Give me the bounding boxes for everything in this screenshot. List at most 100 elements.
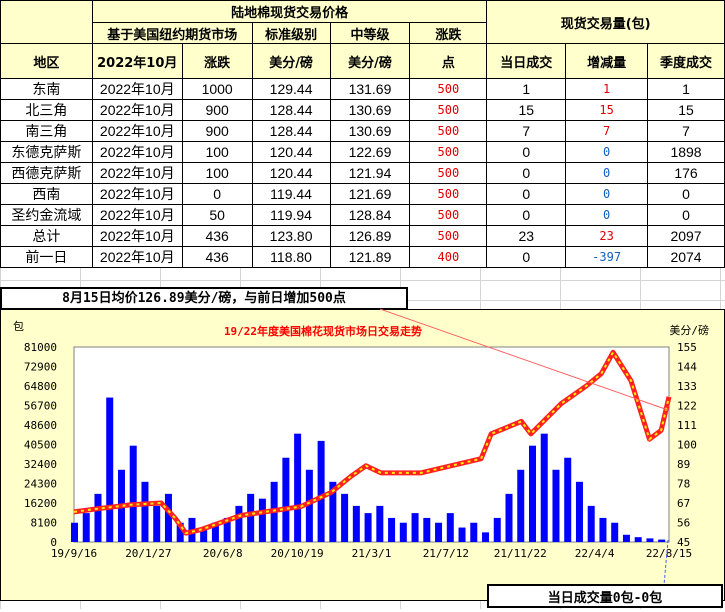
cell-points: 500 (409, 204, 488, 226)
volume-bar (294, 433, 302, 542)
volume-bar (599, 517, 607, 542)
cell-standard: 123.80 (251, 225, 331, 247)
volume-bar (106, 397, 114, 542)
right-tick-label: 144 (677, 361, 697, 374)
cell-daily: 0 (486, 204, 567, 226)
table-row: 西南 2022年10月 0 119.44 121.69 500 0 0 0 (0, 183, 725, 205)
cell-middle: 122.69 (329, 141, 411, 163)
cell-middle: 130.69 (329, 99, 411, 121)
cell-season: 2097 (647, 225, 725, 247)
cell-change: 436 (181, 225, 253, 247)
volume-bar (388, 517, 396, 542)
volume-bar (82, 513, 90, 542)
cell-region: 西德克萨斯 (0, 162, 93, 184)
cell-standard: 119.94 (251, 204, 331, 226)
volume-bar (411, 513, 419, 542)
right-tick-label: 111 (677, 419, 697, 432)
right-tick-label: 155 (677, 341, 697, 354)
left-tick-label: 24300 (24, 478, 57, 491)
right-tick-label: 67 (677, 497, 690, 510)
cell-change: 436 (181, 246, 253, 268)
cell-region: 西南 (0, 183, 93, 205)
cell-points: 500 (409, 99, 488, 121)
cell-standard: 120.44 (251, 141, 331, 163)
table-row: 南三角 2022年10月 900 128.44 130.69 500 7 7 7 (0, 120, 725, 142)
volume-bar (517, 469, 525, 542)
cell-delta: 1 (565, 78, 649, 100)
x-tick-label: 20/10/19 (271, 547, 324, 560)
left-tick-label: 56700 (24, 400, 57, 413)
cell-change: 50 (181, 204, 253, 226)
cell-contract: 2022年10月 (91, 78, 183, 100)
cell-contract: 2022年10月 (91, 183, 183, 205)
cell-season: 0 (647, 183, 725, 205)
left-tick-label: 32400 (24, 458, 57, 471)
volume-bar (505, 493, 513, 542)
cell-region: 圣约金流域 (0, 204, 93, 226)
x-tick-label: 20/6/8 (203, 547, 243, 560)
cell-season: 1898 (647, 141, 725, 163)
right-axis-label: 美分/磅 (669, 323, 709, 337)
cell-delta: -397 (565, 246, 649, 268)
cell-middle: 126.89 (329, 225, 411, 247)
table-row: 总计 2022年10月 436 123.80 126.89 500 23 23 2097 (0, 225, 725, 247)
volume-bar (141, 481, 149, 542)
cell-contract: 2022年10月 (91, 162, 183, 184)
volume-bar (235, 505, 243, 542)
cell-middle: 121.89 (329, 246, 411, 268)
cell-daily: 23 (486, 225, 567, 247)
cell-contract: 2022年10月 (91, 141, 183, 163)
volume-bar (575, 481, 583, 542)
volume-bar (658, 539, 666, 542)
cell-season: 0 (647, 204, 725, 226)
x-tick-label: 22/8/15 (646, 547, 692, 560)
volume-bar (470, 522, 478, 542)
volume-bar (587, 505, 595, 542)
cell-change: 900 (181, 99, 253, 121)
volume-bar (493, 517, 501, 542)
cell-change: 1000 (181, 78, 253, 100)
header-middle: 中等级 (329, 22, 411, 44)
summary-box: 8月15日均价126.89美分/磅，与前日增加500点 (0, 287, 408, 310)
left-axis-label: 包 (13, 320, 24, 333)
volume-bar (211, 522, 219, 542)
cell-change: 0 (181, 183, 253, 205)
cell-daily: 1 (486, 78, 567, 100)
volume-bar (200, 527, 208, 542)
cell-daily: 7 (486, 120, 567, 142)
volume-bar (399, 522, 407, 542)
volume-bar (317, 440, 325, 542)
cell-points: 400 (409, 246, 488, 268)
cell-region: 前一日 (0, 246, 93, 268)
cell-standard: 118.80 (251, 246, 331, 268)
volume-bar (528, 445, 536, 542)
volume-bar (634, 537, 642, 542)
volume-bar (71, 522, 78, 542)
volume-bar (646, 538, 654, 542)
cell-change: 100 (181, 141, 253, 163)
cell-middle: 121.94 (329, 162, 411, 184)
volume-bar (282, 457, 290, 542)
x-tick-label: 22/4/4 (575, 547, 615, 560)
chart-area: 19/22年度美国棉花现货市场日交易走势 包 美分/磅 0 8100 16200 24300… (0, 309, 725, 601)
left-tick-label: 64800 (24, 380, 57, 393)
volume-bar (129, 445, 137, 542)
cell-delta: 15 (565, 99, 649, 121)
cell-delta: 23 (565, 225, 649, 247)
cell-middle: 131.69 (329, 78, 411, 100)
cell-region: 总计 (0, 225, 93, 247)
header-change-col: 涨跌 (181, 43, 253, 79)
x-tick-label: 20/1/27 (125, 547, 171, 560)
header-change: 涨跌 (409, 22, 488, 44)
chart-svg: 19/22年度美国棉花现货市场日交易走势 包 美分/磅 0 8100 16200 24300… (13, 320, 709, 560)
header-unit-standard: 美分/磅 (251, 43, 331, 79)
right-tick-label: 78 (677, 478, 690, 491)
volume-bar (552, 469, 560, 542)
cell-daily: 0 (486, 246, 567, 268)
cell-daily: 15 (486, 99, 567, 121)
cell-delta: 0 (565, 141, 649, 163)
cell-points: 500 (409, 183, 488, 205)
header-season: 季度成交 (647, 43, 725, 79)
cell-contract: 2022年10月 (91, 246, 183, 268)
cell-contract: 2022年10月 (91, 204, 183, 226)
